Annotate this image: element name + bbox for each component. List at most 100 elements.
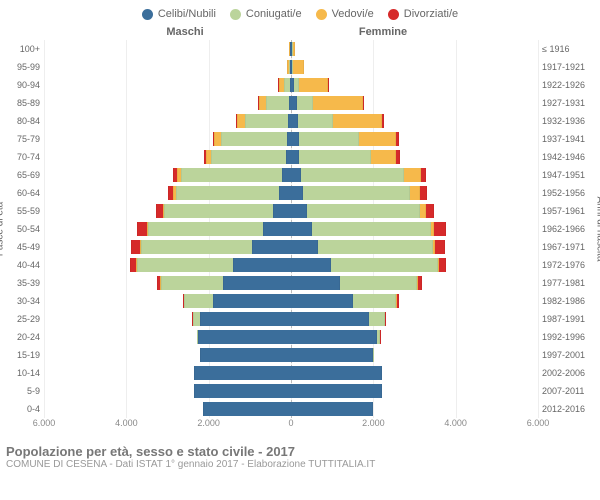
- bar-segment: [385, 312, 386, 326]
- legend-label: Coniugati/e: [246, 8, 302, 20]
- male-bar: [44, 240, 291, 254]
- x-tick: 2.000: [362, 418, 385, 428]
- male-bar: [44, 294, 291, 308]
- chart-title: Popolazione per età, sesso e stato civil…: [6, 444, 594, 459]
- female-bar: [291, 222, 538, 236]
- male-bar: [44, 330, 291, 344]
- male-bar: [44, 384, 291, 398]
- bar-segment: [359, 132, 396, 146]
- age-row: [44, 94, 538, 112]
- bar-segment: [318, 240, 433, 254]
- birth-tick: 1917-1921: [542, 58, 594, 76]
- bar-segment: [211, 150, 286, 164]
- legend-item: Celibi/Nubili: [142, 8, 216, 20]
- male-bar: [44, 222, 291, 236]
- birth-tick: 1937-1941: [542, 130, 594, 148]
- bar-segment: [237, 114, 245, 128]
- bar-segment: [371, 150, 396, 164]
- bar-segment: [307, 204, 420, 218]
- x-axis: 6.0004.0002.00002.0004.0006.000: [44, 418, 538, 438]
- legend-swatch: [142, 9, 153, 20]
- male-bar: [44, 186, 291, 200]
- bar-segment: [435, 240, 446, 254]
- female-bar: [291, 294, 538, 308]
- female-bar: [291, 114, 538, 128]
- bar-segment: [291, 384, 382, 398]
- bar-segment: [291, 114, 298, 128]
- age-row: [44, 400, 538, 418]
- bar-segment: [181, 168, 282, 182]
- legend-swatch: [230, 9, 241, 20]
- age-row: [44, 256, 538, 274]
- female-bar: [291, 366, 538, 380]
- bar-segment: [328, 78, 329, 92]
- age-tick: 20-24: [6, 328, 40, 346]
- birth-tick: 2012-2016: [542, 400, 594, 418]
- bar-segment: [340, 276, 416, 290]
- bar-segment: [161, 276, 223, 290]
- age-row: [44, 202, 538, 220]
- bar-segment: [164, 204, 273, 218]
- legend-item: Divorziati/e: [388, 8, 458, 20]
- birth-tick: ≤ 1916: [542, 40, 594, 58]
- male-bar: [44, 366, 291, 380]
- bar-segment: [313, 96, 362, 110]
- bar-segment: [396, 132, 399, 146]
- bar-segment: [373, 348, 374, 362]
- bar-segment: [291, 186, 303, 200]
- bar-segment: [291, 240, 318, 254]
- bar-segment: [198, 330, 291, 344]
- age-tick: 65-69: [6, 166, 40, 184]
- legend: Celibi/Nubili Coniugati/e Vedovi/e Divorzia…: [6, 8, 594, 20]
- bar-segment: [200, 312, 291, 326]
- bar-segment: [194, 384, 291, 398]
- female-bar: [291, 78, 538, 92]
- age-tick: 35-39: [6, 274, 40, 292]
- age-tick: 25-29: [6, 310, 40, 328]
- male-bar: [44, 132, 291, 146]
- age-tick: 30-34: [6, 292, 40, 310]
- bar-segment: [273, 204, 291, 218]
- bar-segment: [291, 294, 353, 308]
- bar-segment: [131, 240, 140, 254]
- female-bar: [291, 42, 538, 56]
- male-bar: [44, 114, 291, 128]
- bar-segment: [353, 294, 396, 308]
- y-axis-right-label: Anni di nascita: [595, 196, 600, 261]
- bar-segment: [291, 348, 373, 362]
- age-row: [44, 58, 538, 76]
- age-row: [44, 76, 538, 94]
- bar-segment: [176, 186, 279, 200]
- bar-segment: [299, 150, 371, 164]
- birth-tick: 1957-1961: [542, 202, 594, 220]
- bar-segment: [299, 78, 328, 92]
- female-bar: [291, 384, 538, 398]
- bars-area: [44, 40, 538, 418]
- birth-tick: 1922-1926: [542, 76, 594, 94]
- bar-segment: [148, 222, 263, 236]
- bar-segment: [291, 222, 312, 236]
- age-row: [44, 166, 538, 184]
- bar-segment: [291, 330, 377, 344]
- female-bar: [291, 60, 538, 74]
- bar-segment: [221, 132, 287, 146]
- x-tick: 0: [288, 418, 293, 428]
- plot-area: Fasce di età 100+95-9990-9485-8980-8475-…: [6, 40, 594, 418]
- birth-tick: 1967-1971: [542, 238, 594, 256]
- female-bar: [291, 150, 538, 164]
- female-bar: [291, 168, 538, 182]
- bar-segment: [259, 96, 267, 110]
- x-tick: 6.000: [527, 418, 550, 428]
- female-bar: [291, 348, 538, 362]
- birth-tick: 1997-2001: [542, 346, 594, 364]
- bar-segment: [214, 132, 221, 146]
- legend-item: Vedovi/e: [316, 8, 374, 20]
- y-axis-right: ≤ 19161917-19211922-19261927-19311932-19…: [538, 40, 594, 418]
- age-tick: 80-84: [6, 112, 40, 130]
- legend-label: Celibi/Nubili: [158, 8, 216, 20]
- bar-segment: [426, 204, 435, 218]
- age-tick: 75-79: [6, 130, 40, 148]
- bar-segment: [363, 96, 364, 110]
- bar-segment: [203, 402, 292, 416]
- legend-label: Divorziati/e: [404, 8, 458, 20]
